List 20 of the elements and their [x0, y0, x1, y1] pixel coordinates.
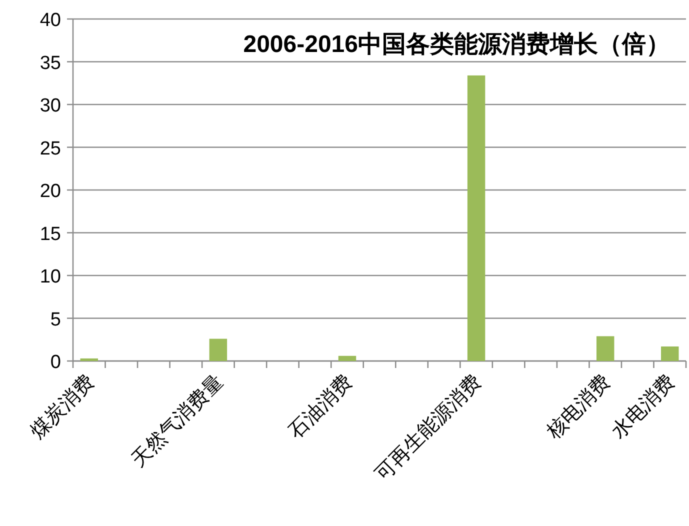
bar — [80, 358, 98, 361]
y-tick-label: 10 — [40, 266, 61, 288]
y-tick-label: 5 — [50, 309, 61, 330]
bar — [209, 338, 228, 361]
bar — [338, 356, 356, 361]
text: 2006-2016中国各类能源消费增长（倍） — [243, 31, 670, 58]
y-tick-label: 35 — [40, 52, 61, 74]
y-tick-label: 15 — [40, 224, 61, 245]
x-tick-label: 天然气消费量 — [127, 370, 228, 472]
bar — [660, 346, 679, 361]
bar — [467, 75, 486, 361]
y-tick-label: 20 — [40, 181, 61, 202]
y-tick-label: 25 — [40, 138, 61, 160]
x-tick-label: 可再生能源消费 — [371, 370, 486, 486]
y-tick-label: 40 — [40, 10, 61, 31]
y-tick-label: 30 — [40, 96, 61, 116]
y-tick-label: 0 — [50, 352, 61, 373]
x-tick-label: 煤炭消费 — [26, 370, 99, 444]
x-tick-label: 石油消费 — [284, 370, 357, 444]
bar — [596, 336, 614, 361]
